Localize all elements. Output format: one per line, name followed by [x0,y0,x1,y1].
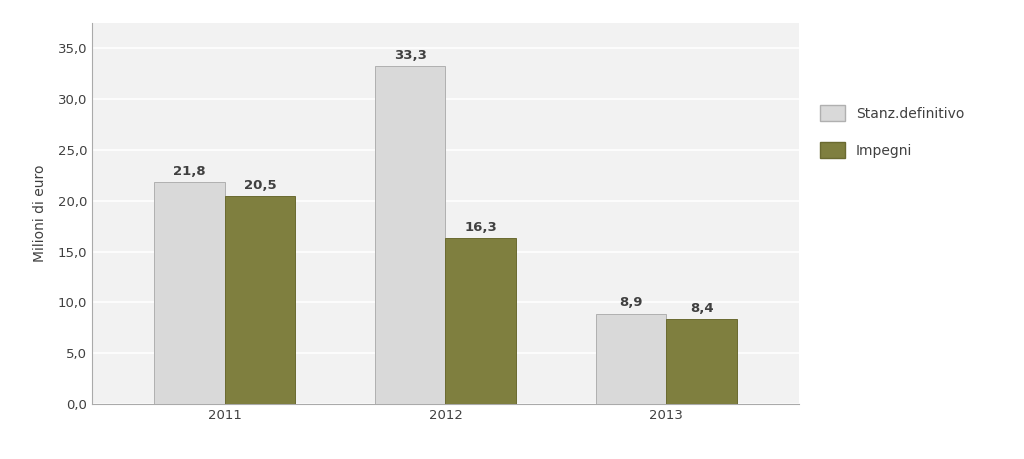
Text: 20,5: 20,5 [244,179,276,191]
Text: 8,9: 8,9 [620,297,643,309]
Legend: Stanz.definitivo, Impegni: Stanz.definitivo, Impegni [813,99,971,165]
Bar [445,238,516,404]
Bar [375,66,445,404]
Bar [596,313,667,404]
Bar [224,196,295,404]
Text: 33,3: 33,3 [393,49,427,62]
Text: 21,8: 21,8 [173,165,206,179]
Y-axis label: Milioni di euro: Milioni di euro [33,165,47,262]
Text: 8,4: 8,4 [690,302,714,314]
Bar [154,182,224,404]
Text: 16,3: 16,3 [465,221,497,234]
Bar [667,319,737,404]
